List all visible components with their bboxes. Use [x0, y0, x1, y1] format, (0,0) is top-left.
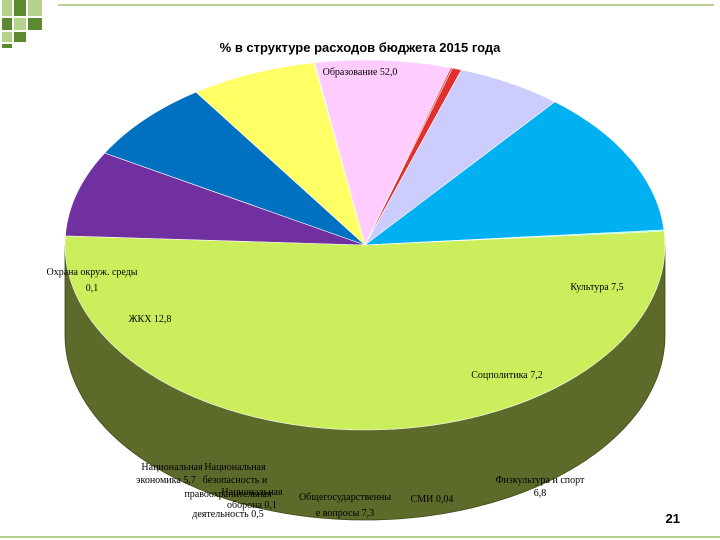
slice-label-social: Соцполитика 7,2: [471, 370, 542, 381]
corner-square: [2, 0, 12, 16]
slice-label-economy: Национальная: [141, 462, 203, 473]
slice-label-ecology-value: 0,1: [86, 283, 99, 294]
slice-label-culture: Культура 7,5: [570, 282, 623, 293]
pie-slice: [64, 230, 666, 431]
slice-label-security-value: деятельность 0,5: [192, 509, 263, 520]
pie-slice: [314, 59, 452, 246]
corner-square: [2, 18, 12, 30]
chart-title: % в структуре расходов бюджета 2015 года: [219, 40, 501, 55]
pie-slice: [195, 62, 366, 246]
pie-label-layer: Образование 52,0 Культура 7,5 Соцполитик…: [46, 67, 623, 520]
pie-slice: [65, 152, 366, 246]
slice-label-general: Общегосударственны: [299, 492, 391, 503]
slice-label-media: СМИ 0,04: [411, 494, 454, 505]
slice-label-security-line2: безопасность и: [203, 475, 268, 486]
corner-square: [2, 32, 12, 42]
page-number: 21: [665, 511, 680, 526]
corner-square: [14, 0, 26, 16]
corner-square: [28, 0, 42, 16]
slice-label-general-value: е вопросы 7,3: [316, 508, 374, 519]
slice-label-security-line3: правоохранительная: [184, 489, 271, 500]
pie-top-layer: [64, 59, 666, 431]
pie-slice: [104, 91, 366, 246]
slice-label-sport-value: 6,8: [534, 488, 547, 499]
slice-label-education: Образование 52,0: [323, 67, 398, 78]
slice-label-ecology: Охрана окруж. среды: [46, 267, 137, 278]
slice-label-security: Национальная: [204, 462, 266, 473]
corner-square: [14, 18, 26, 30]
slice-label-housing: ЖКХ 12,8: [129, 314, 172, 325]
corner-square: [28, 18, 42, 30]
pie-slice: [364, 101, 665, 246]
slice-label-defense-value: оборона 0,1: [227, 500, 277, 511]
header-line: [58, 4, 714, 6]
footer-line: [0, 536, 720, 538]
slice-label-economy-value: экономика 5,7: [136, 475, 196, 486]
slice-label-defense: Национальная: [221, 487, 283, 498]
slice-label-sport: Физкультура и спорт: [496, 475, 585, 486]
corner-square: [2, 44, 12, 48]
pie-slice: [364, 229, 665, 246]
corner-square: [14, 32, 26, 42]
